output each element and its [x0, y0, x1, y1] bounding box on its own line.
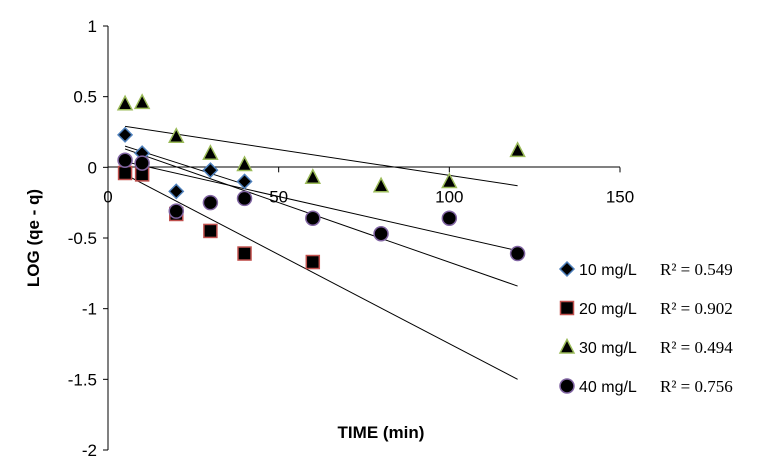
trendline	[124, 161, 518, 252]
y-tick-label: -2	[82, 441, 97, 460]
y-tick-label: -1	[82, 300, 97, 319]
legend-r-squared: R² = 0.902	[660, 299, 733, 318]
data-point	[236, 173, 253, 190]
data-point	[305, 254, 321, 270]
data-point	[168, 203, 185, 219]
data-point	[373, 226, 389, 242]
x-tick-label: 0	[103, 187, 112, 206]
legend-r-squared: R² = 0.756	[660, 377, 733, 396]
data-point	[237, 246, 252, 261]
data-point	[202, 144, 219, 160]
x-tick-label: 50	[269, 187, 288, 206]
trendline	[124, 148, 518, 287]
y-tick-label: 1	[88, 17, 97, 36]
data-point	[168, 183, 185, 200]
data-point	[372, 176, 390, 193]
trendline	[124, 125, 518, 187]
legend-r-squared: R² = 0.494	[660, 338, 733, 357]
marker-group	[116, 93, 526, 270]
x-tick-label: 100	[435, 187, 463, 206]
data-point	[117, 126, 134, 143]
legend-series-name: 40 mg/L	[579, 379, 637, 396]
data-point	[305, 210, 321, 226]
legend-series-name: 20 mg/L	[579, 301, 637, 318]
legend: 10 mg/L R² = 0.549 20 mg/L R² = 0.902 30 mg/…	[558, 260, 733, 396]
data-point	[203, 223, 218, 239]
data-point	[441, 210, 458, 226]
tick-group: 1 0.5 0 -0.5 -1 -1.5 -2 0 50 100 150	[68, 17, 634, 460]
legend-series-name: 10 mg/L	[579, 262, 637, 279]
y-tick-label: -0.5	[68, 229, 97, 248]
data-point	[134, 155, 150, 171]
data-point	[168, 127, 185, 143]
y-tick-label: 0	[88, 158, 97, 177]
legend-marker	[559, 378, 575, 394]
data-point	[117, 165, 133, 181]
trendline	[124, 173, 518, 380]
data-point	[236, 155, 253, 172]
legend-marker	[558, 337, 576, 354]
data-point	[116, 94, 134, 111]
x-axis-title: TIME (min)	[338, 423, 425, 442]
y-axis-title: LOG (qe - q)	[24, 189, 43, 287]
data-point	[236, 190, 253, 207]
data-point	[509, 141, 526, 158]
data-point	[441, 172, 458, 189]
y-tick-label: -1.5	[68, 370, 97, 389]
data-point	[202, 194, 219, 211]
data-point	[202, 162, 219, 179]
legend-marker	[559, 300, 575, 316]
x-tick-label: 150	[606, 187, 634, 206]
y-tick-label: 0.5	[73, 88, 97, 107]
legend-marker	[558, 260, 576, 278]
data-point	[304, 168, 322, 184]
axes	[107, 26, 620, 450]
data-point	[509, 245, 526, 262]
legend-r-squared: R² = 0.549	[660, 260, 733, 279]
data-point	[133, 93, 151, 110]
data-point	[117, 152, 133, 169]
legend-series-name: 30 mg/L	[579, 340, 637, 357]
plot-area	[124, 125, 518, 380]
